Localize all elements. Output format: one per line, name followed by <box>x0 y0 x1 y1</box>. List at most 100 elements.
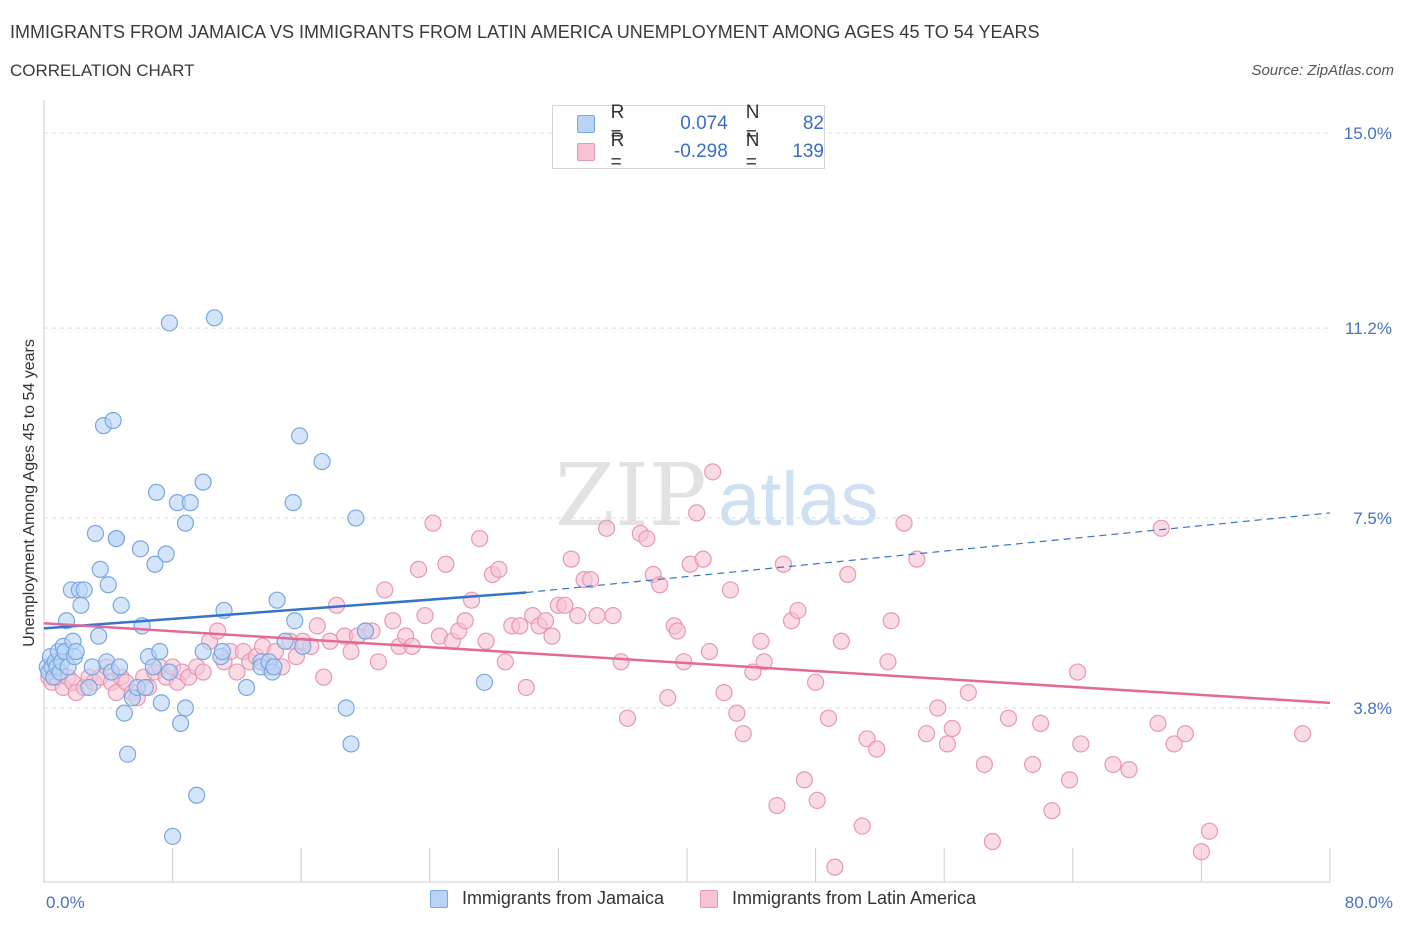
jamaica-point <box>136 678 154 697</box>
latin-point <box>1060 771 1079 789</box>
latin-legend-swatch <box>699 889 718 908</box>
jamaica-point <box>115 704 133 722</box>
latin-point <box>768 796 786 815</box>
legend-n-label: N = <box>745 102 760 145</box>
latin-point <box>808 791 826 810</box>
latin-point <box>1043 802 1061 820</box>
latin-point <box>895 514 913 532</box>
latin-point <box>795 771 813 789</box>
latin-point <box>734 725 752 743</box>
jamaica-point <box>342 735 360 753</box>
jamaica-point <box>72 596 90 614</box>
latin-point <box>1294 725 1312 743</box>
jamaica-point <box>181 494 199 512</box>
latin-point <box>638 529 656 548</box>
latin-point <box>839 565 857 584</box>
latin-point <box>477 632 495 650</box>
jamaica-point <box>194 642 212 661</box>
jamaica-point <box>268 591 286 609</box>
legend-item-jamaica[interactable]: Immigrants from Jamaica <box>429 888 664 909</box>
latin-point <box>774 555 793 573</box>
latin-point <box>715 683 733 702</box>
latin-swatch <box>577 143 595 161</box>
jamaica-swatch <box>577 115 595 133</box>
latin-point <box>789 601 807 620</box>
legend-r-label: R = <box>610 130 625 173</box>
jamaica-point <box>112 596 130 614</box>
source-label: Source: ZipAtlas.com <box>1251 62 1394 79</box>
latin-point <box>209 622 227 640</box>
latin-point <box>728 704 746 722</box>
latin-point <box>384 612 402 630</box>
latin-point <box>1104 755 1122 774</box>
jamaica-point <box>160 314 178 332</box>
latin-point <box>908 550 926 568</box>
jamaica-trend-line <box>43 591 527 630</box>
latin-point <box>1165 735 1183 753</box>
legend-row-jamaica: R = 0.074 N = 82 <box>577 102 824 145</box>
jamaica-point <box>475 673 494 691</box>
jamaica-point <box>313 452 331 471</box>
latin-point <box>562 550 580 568</box>
latin-point <box>917 725 936 743</box>
latin-point <box>342 642 360 661</box>
latin-point <box>688 504 706 522</box>
latin-point <box>819 709 838 727</box>
jamaica-point <box>75 581 93 599</box>
x-tick-label-max: 80.0% <box>1345 893 1393 912</box>
chart-subtitle: CORRELATION CHART <box>10 61 195 80</box>
jamaica-point <box>160 663 178 681</box>
jamaica-point <box>284 494 302 512</box>
jamaica-legend-swatch <box>429 889 448 908</box>
latin-point <box>806 673 825 691</box>
labels-layer: 3.8% 7.5% 11.2% 15.0% 0.0% 80.0% Unemployment … <box>21 124 1393 912</box>
jamaica-point <box>107 529 125 548</box>
points-layer <box>38 309 1312 876</box>
latin-point <box>588 606 606 625</box>
latin-point <box>604 606 622 625</box>
latin-point <box>437 555 455 573</box>
jamaica-point <box>146 555 164 573</box>
y-axis-label: Unemployment Among Ages 45 to 54 years <box>21 339 38 647</box>
latin-point <box>409 560 428 578</box>
jamaica-point <box>86 524 105 543</box>
latin-point <box>424 514 442 532</box>
latin-point <box>826 858 844 876</box>
latin-trend-line <box>43 622 1331 705</box>
legend-item-latin[interactable]: Immigrants from Latin America <box>699 888 976 909</box>
latin-point <box>369 653 387 671</box>
latin-point <box>694 550 712 568</box>
jamaica-point <box>172 714 190 733</box>
jamaica-point <box>157 545 175 563</box>
latin-point <box>700 642 719 661</box>
jamaica-point <box>176 514 195 532</box>
latin-point <box>1192 843 1211 861</box>
latin-point <box>1120 761 1138 779</box>
latin-point <box>1072 735 1090 753</box>
jamaica-point <box>67 642 85 661</box>
legend-n-label: N = <box>745 130 760 173</box>
latin-point <box>659 689 677 707</box>
grid-layer <box>44 132 1330 709</box>
latin-point <box>511 617 529 635</box>
latin-point <box>999 709 1018 727</box>
latin-point <box>194 663 212 681</box>
latin-point <box>943 719 961 738</box>
series-legend: Immigrants from Jamaica Immigrants from … <box>0 888 1406 909</box>
jamaica-point <box>110 658 129 676</box>
jamaica-point <box>144 658 162 676</box>
latin-point <box>536 612 555 630</box>
legend-n-value-jamaica: 82 <box>802 113 824 134</box>
jamaica-point <box>91 560 109 578</box>
jamaica-point <box>194 473 212 491</box>
jamaica-point <box>152 694 170 712</box>
latin-point <box>929 699 947 717</box>
chart-title: IMMIGRANTS FROM JAMAICA VS IMMIGRANTS FR… <box>10 22 1040 42</box>
jamaica-point <box>188 786 206 804</box>
latin-point <box>543 627 561 645</box>
stats-legend: R = 0.074 N = 82 R = -0.298 N = 139 <box>552 102 825 173</box>
latin-point <box>704 463 722 481</box>
latin-point <box>1152 519 1170 537</box>
latin-point <box>879 653 897 671</box>
